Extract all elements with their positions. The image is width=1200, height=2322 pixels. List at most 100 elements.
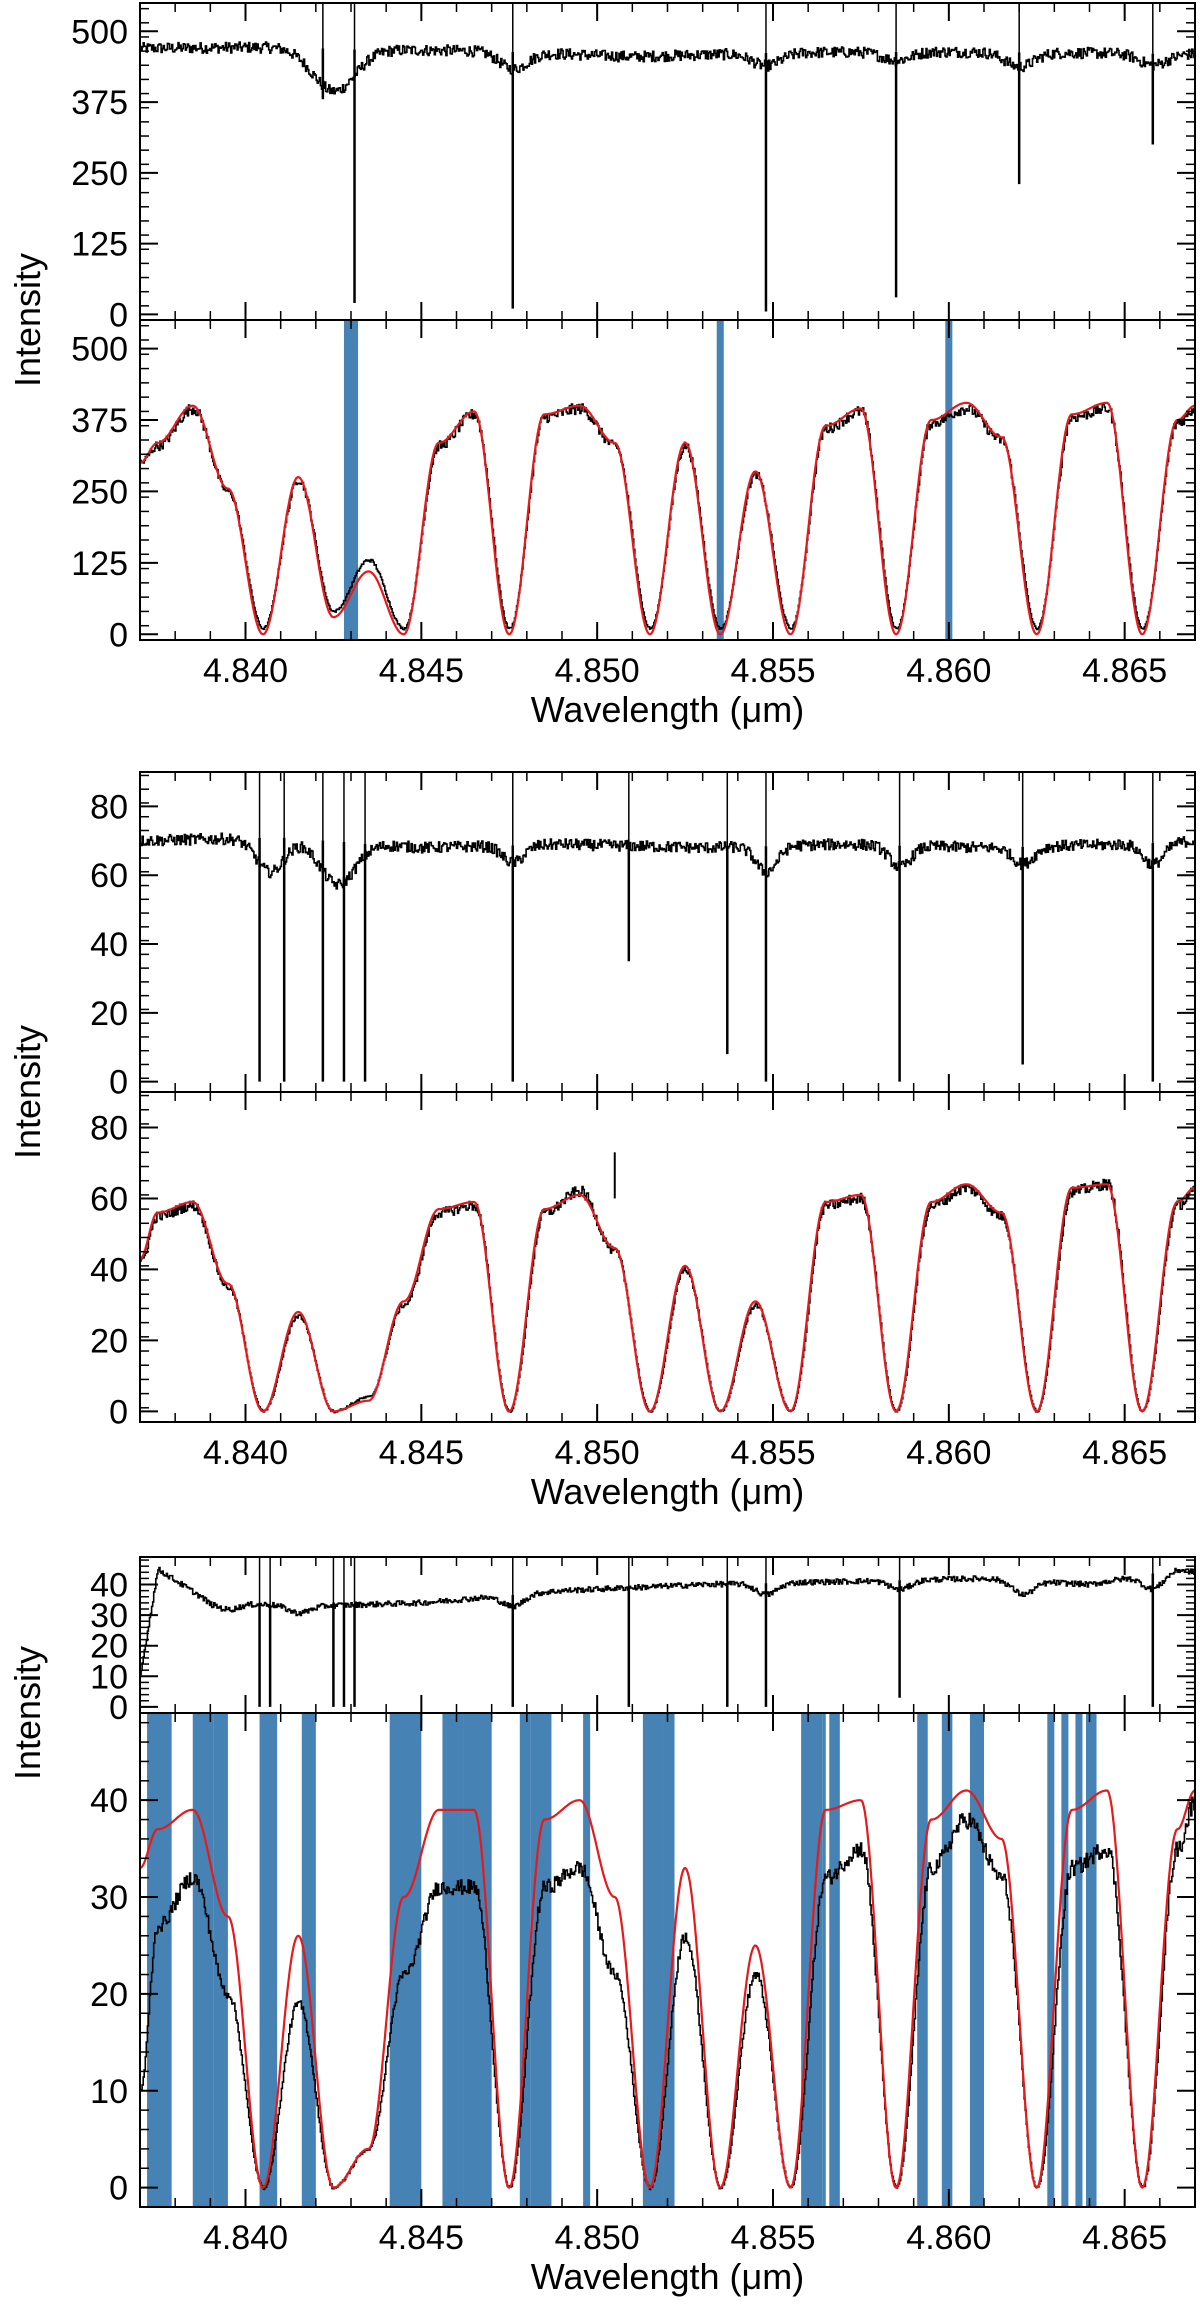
masked-region — [945, 320, 953, 640]
masked-region — [192, 1713, 214, 2207]
x-tick-label: 4.850 — [555, 1434, 640, 1472]
x-tick-label: 4.845 — [379, 652, 464, 690]
masked-region — [259, 1713, 278, 2207]
x-tick-label: 4.860 — [906, 652, 991, 690]
x-axis-title: Wavelength (μm) — [531, 1471, 804, 1512]
plot-frame — [139, 319, 1196, 641]
y-tick-label: 40 — [90, 926, 128, 964]
group-1-bottom-panel: 0 125 250 375 500 4.840 4.845 4.850 4.855 4.860 4.… — [7, 253, 1196, 730]
x-tick-label: 4.860 — [906, 1434, 991, 1472]
masked-region — [969, 1713, 984, 2207]
masked-region — [1085, 1713, 1097, 2207]
masked-region — [822, 1713, 826, 2207]
plot-frame — [139, 1091, 1196, 1423]
masked-region — [343, 320, 359, 640]
plot-frame — [139, 771, 1196, 1093]
x-tick-label: 4.845 — [379, 1434, 464, 1472]
x-axis-title: Wavelength (μm) — [531, 2256, 804, 2297]
y-tick-label: 125 — [71, 545, 128, 583]
masked-region — [213, 1713, 228, 2207]
observed-series — [140, 41, 1195, 95]
masked-region — [519, 1713, 531, 2207]
x-tick-label: 4.865 — [1082, 1434, 1167, 1472]
y-tick-label: 40 — [90, 1567, 128, 1605]
y-tick-label: 40 — [90, 1251, 128, 1289]
masked-region — [941, 1713, 953, 2207]
masked-region — [1075, 1713, 1083, 2207]
masked-region — [716, 320, 724, 640]
group-1-top-panel: 0 125 250 375 500 — [71, 2, 1196, 334]
y-tick-label: 20 — [90, 1976, 128, 2014]
y-tick-label: 10 — [90, 2073, 128, 2111]
masked-region — [463, 1713, 492, 2207]
y-axis-title: Intensity — [7, 1646, 48, 1780]
y-tick-label: 80 — [90, 788, 128, 826]
y-axis-title: Intensity — [7, 1025, 48, 1159]
model-series — [140, 1789, 1195, 2190]
observed-series — [140, 1178, 1195, 1414]
masked-region — [829, 1713, 840, 2207]
x-tick-label: 4.865 — [1082, 652, 1167, 690]
x-tick-label: 4.855 — [730, 1434, 815, 1472]
masked-region — [1061, 1713, 1069, 2207]
masked-region — [801, 1713, 823, 2207]
y-tick-label: 125 — [71, 226, 128, 264]
y-tick-label: 250 — [71, 473, 128, 511]
masked-region — [917, 1713, 928, 2207]
y-tick-label: 0 — [109, 1393, 128, 1431]
y-tick-label: 60 — [90, 857, 128, 895]
y-tick-label: 20 — [90, 995, 128, 1033]
y-tick-label: 10 — [90, 1658, 128, 1696]
y-tick-label: 20 — [90, 1628, 128, 1666]
observed-series — [140, 1566, 1195, 1676]
y-tick-label: 375 — [71, 84, 128, 122]
y-tick-label: 20 — [90, 1322, 128, 1360]
y-tick-label: 80 — [90, 1109, 128, 1147]
masked-region — [442, 1713, 464, 2207]
x-tick-label: 4.840 — [203, 652, 288, 690]
x-tick-label: 4.865 — [1082, 2219, 1167, 2257]
x-tick-label: 4.855 — [730, 652, 815, 690]
y-tick-label: 0 — [109, 1689, 128, 1727]
y-tick-label: 500 — [71, 331, 128, 369]
y-tick-label: 0 — [109, 296, 128, 334]
group-2-bottom-panel: 0 20 40 60 80 4.840 4.845 4.850 4.855 4.860 4.865 W… — [7, 1025, 1196, 1512]
masked-region — [147, 1713, 172, 2207]
masked-region — [530, 1713, 552, 2207]
masked-region — [642, 1713, 664, 2207]
group-2-top-panel: 0 20 40 60 80 — [90, 771, 1196, 1102]
plot-frame — [139, 2, 1196, 321]
y-tick-label: 30 — [90, 1879, 128, 1917]
y-tick-label: 250 — [71, 155, 128, 193]
y-axis-title: Intensity — [7, 253, 48, 387]
y-tick-label: 30 — [90, 1597, 128, 1635]
masked-region — [583, 1713, 591, 2207]
x-tick-label: 4.845 — [379, 2219, 464, 2257]
y-tick-label: 375 — [71, 402, 128, 440]
model-series — [140, 401, 1195, 636]
observed-series — [140, 832, 1195, 890]
y-tick-label: 500 — [71, 13, 128, 51]
masked-region — [663, 1713, 675, 2207]
x-tick-label: 4.850 — [555, 2219, 640, 2257]
x-tick-label: 4.860 — [906, 2219, 991, 2257]
x-axis-title: Wavelength (μm) — [531, 689, 804, 730]
model-series — [140, 1183, 1195, 1413]
y-tick-label: 40 — [90, 1782, 128, 1820]
x-tick-label: 4.855 — [730, 2219, 815, 2257]
y-tick-label: 0 — [109, 616, 128, 654]
plot-frame — [139, 1556, 1196, 1714]
observed-series — [140, 402, 1195, 631]
x-tick-label: 4.840 — [203, 1434, 288, 1472]
masked-region — [301, 1713, 316, 2207]
x-tick-label: 4.850 — [555, 652, 640, 690]
masked-region — [1047, 1713, 1055, 2207]
y-tick-label: 60 — [90, 1180, 128, 1218]
x-tick-label: 4.840 — [203, 2219, 288, 2257]
y-tick-label: 0 — [109, 2170, 128, 2208]
masked-region — [389, 1713, 422, 2207]
y-tick-label: 0 — [109, 1064, 128, 1102]
